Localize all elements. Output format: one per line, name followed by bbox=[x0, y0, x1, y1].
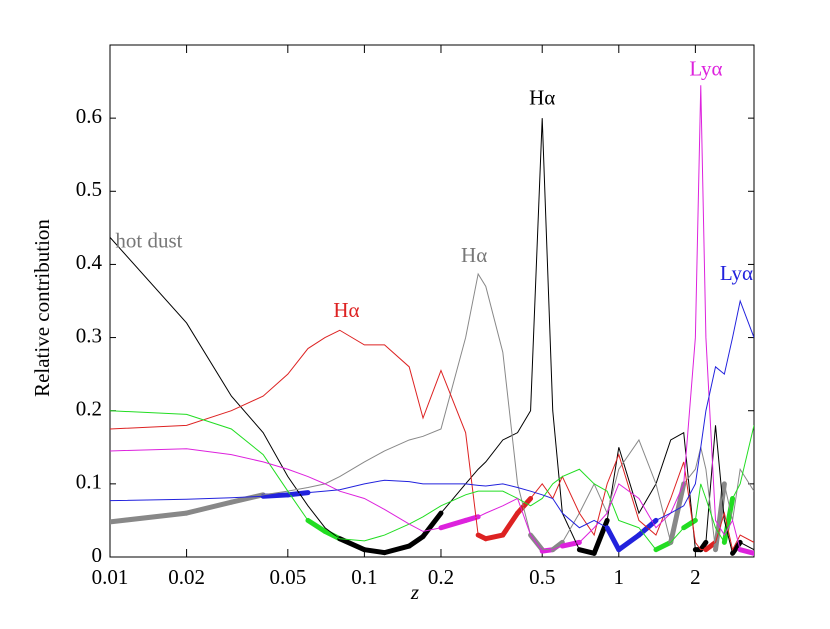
y-tick-label: 0.5 bbox=[76, 177, 102, 201]
annotation: Lyα bbox=[689, 56, 722, 80]
x-tick-label: 0.2 bbox=[428, 565, 454, 589]
y-tick-label: 0.2 bbox=[76, 397, 102, 421]
y-tick-label: 0 bbox=[92, 543, 103, 567]
annotation: Hα bbox=[529, 86, 555, 110]
series-line bbox=[110, 329, 754, 552]
annotation: Hα bbox=[333, 298, 359, 322]
y-tick-label: 0.4 bbox=[76, 250, 103, 274]
annotation: Lyα bbox=[720, 261, 753, 285]
x-tick-label: 0.01 bbox=[92, 565, 129, 589]
annotation: hot dust bbox=[115, 228, 182, 252]
x-tick-label: 0.02 bbox=[168, 565, 205, 589]
x-tick-label: 0.1 bbox=[351, 565, 377, 589]
plot-frame bbox=[109, 44, 755, 558]
series-line bbox=[110, 272, 754, 551]
x-tick-label: 0.5 bbox=[529, 565, 555, 589]
x-tick-label: 1 bbox=[614, 565, 625, 589]
series-line bbox=[110, 299, 754, 551]
x-axis-label: z bbox=[410, 580, 419, 604]
x-tick-label: 0.05 bbox=[269, 565, 306, 589]
y-tick-label: 0.1 bbox=[76, 470, 102, 494]
x-tick-label: 2 bbox=[690, 565, 701, 589]
y-tick-label: 0.3 bbox=[76, 323, 102, 347]
series-line bbox=[110, 85, 754, 554]
series-line bbox=[110, 118, 754, 555]
y-axis-label: Relative contribution bbox=[30, 219, 54, 397]
y-tick-label: 0.6 bbox=[76, 104, 102, 128]
series-line bbox=[110, 410, 754, 551]
annotation: Hα bbox=[461, 243, 487, 267]
